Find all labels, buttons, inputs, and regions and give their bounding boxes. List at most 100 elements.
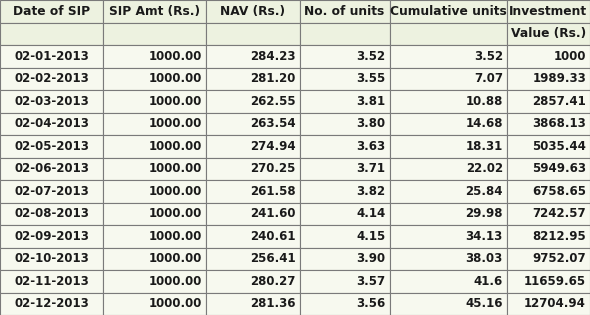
Text: 12704.94: 12704.94 bbox=[524, 297, 586, 310]
Bar bbox=[507, 45, 590, 67]
Bar bbox=[0, 0, 103, 22]
Text: 284.23: 284.23 bbox=[250, 50, 296, 63]
Text: 3.63: 3.63 bbox=[356, 140, 386, 153]
Bar bbox=[206, 0, 300, 22]
Bar bbox=[103, 135, 206, 158]
Text: 9752.07: 9752.07 bbox=[532, 252, 586, 265]
Text: 1000.00: 1000.00 bbox=[149, 275, 202, 288]
Bar bbox=[0, 45, 103, 67]
Text: 02-10-2013: 02-10-2013 bbox=[14, 252, 89, 265]
Bar bbox=[507, 225, 590, 248]
Text: 02-01-2013: 02-01-2013 bbox=[14, 50, 89, 63]
Text: 1000.00: 1000.00 bbox=[149, 72, 202, 85]
Text: 02-06-2013: 02-06-2013 bbox=[14, 162, 89, 175]
Bar bbox=[206, 270, 300, 293]
Text: 02-09-2013: 02-09-2013 bbox=[14, 230, 89, 243]
Text: 270.25: 270.25 bbox=[250, 162, 296, 175]
Text: 1000.00: 1000.00 bbox=[149, 185, 202, 198]
Text: 5949.63: 5949.63 bbox=[532, 162, 586, 175]
Bar bbox=[103, 158, 206, 180]
Bar bbox=[507, 158, 590, 180]
Text: 1989.33: 1989.33 bbox=[532, 72, 586, 85]
Bar bbox=[389, 22, 507, 45]
Text: 5035.44: 5035.44 bbox=[532, 140, 586, 153]
Text: 281.36: 281.36 bbox=[250, 297, 296, 310]
Text: 1000.00: 1000.00 bbox=[149, 207, 202, 220]
Bar bbox=[300, 203, 389, 225]
Bar bbox=[0, 248, 103, 270]
Bar bbox=[0, 203, 103, 225]
Bar bbox=[0, 22, 103, 45]
Text: 41.6: 41.6 bbox=[474, 275, 503, 288]
Text: 02-11-2013: 02-11-2013 bbox=[14, 275, 89, 288]
Bar bbox=[103, 225, 206, 248]
Text: 281.20: 281.20 bbox=[250, 72, 296, 85]
Bar bbox=[206, 135, 300, 158]
Bar bbox=[507, 293, 590, 315]
Text: No. of units: No. of units bbox=[304, 5, 385, 18]
Bar bbox=[389, 270, 507, 293]
Bar bbox=[0, 225, 103, 248]
Bar bbox=[389, 203, 507, 225]
Text: 263.54: 263.54 bbox=[250, 117, 296, 130]
Bar bbox=[206, 180, 300, 203]
Text: 241.60: 241.60 bbox=[250, 207, 296, 220]
Bar bbox=[300, 22, 389, 45]
Text: 38.03: 38.03 bbox=[466, 252, 503, 265]
Bar bbox=[103, 0, 206, 22]
Bar bbox=[507, 112, 590, 135]
Bar bbox=[507, 248, 590, 270]
Text: 1000.00: 1000.00 bbox=[149, 252, 202, 265]
Text: 02-08-2013: 02-08-2013 bbox=[14, 207, 89, 220]
Text: 02-03-2013: 02-03-2013 bbox=[14, 95, 89, 108]
Text: 3.55: 3.55 bbox=[356, 72, 386, 85]
Bar bbox=[389, 135, 507, 158]
Bar bbox=[206, 90, 300, 112]
Text: 3.90: 3.90 bbox=[356, 252, 386, 265]
Bar bbox=[389, 180, 507, 203]
Bar bbox=[103, 270, 206, 293]
Bar bbox=[300, 225, 389, 248]
Text: 1000.00: 1000.00 bbox=[149, 162, 202, 175]
Bar bbox=[103, 45, 206, 67]
Bar bbox=[103, 180, 206, 203]
Text: 1000.00: 1000.00 bbox=[149, 230, 202, 243]
Text: 1000.00: 1000.00 bbox=[149, 50, 202, 63]
Bar bbox=[300, 135, 389, 158]
Bar bbox=[206, 45, 300, 67]
Bar bbox=[103, 90, 206, 112]
Bar bbox=[103, 112, 206, 135]
Text: 02-12-2013: 02-12-2013 bbox=[14, 297, 89, 310]
Text: 3.81: 3.81 bbox=[356, 95, 386, 108]
Bar bbox=[0, 112, 103, 135]
Text: 34.13: 34.13 bbox=[466, 230, 503, 243]
Bar bbox=[389, 90, 507, 112]
Bar bbox=[507, 22, 590, 45]
Text: 6758.65: 6758.65 bbox=[532, 185, 586, 198]
Text: 4.14: 4.14 bbox=[356, 207, 386, 220]
Bar bbox=[389, 0, 507, 22]
Text: 3.57: 3.57 bbox=[356, 275, 386, 288]
Bar bbox=[389, 45, 507, 67]
Text: 3.52: 3.52 bbox=[474, 50, 503, 63]
Text: Investment: Investment bbox=[509, 5, 588, 18]
Text: 1000.00: 1000.00 bbox=[149, 297, 202, 310]
Text: 1000.00: 1000.00 bbox=[149, 140, 202, 153]
Bar bbox=[300, 158, 389, 180]
Text: SIP Amt (Rs.): SIP Amt (Rs.) bbox=[109, 5, 200, 18]
Bar bbox=[300, 293, 389, 315]
Bar bbox=[206, 112, 300, 135]
Bar bbox=[507, 67, 590, 90]
Bar bbox=[0, 158, 103, 180]
Text: 11659.65: 11659.65 bbox=[524, 275, 586, 288]
Bar bbox=[300, 112, 389, 135]
Text: 261.58: 261.58 bbox=[250, 185, 296, 198]
Bar bbox=[206, 203, 300, 225]
Text: 29.98: 29.98 bbox=[466, 207, 503, 220]
Bar bbox=[0, 135, 103, 158]
Bar bbox=[0, 67, 103, 90]
Bar bbox=[300, 0, 389, 22]
Text: 02-05-2013: 02-05-2013 bbox=[14, 140, 89, 153]
Bar bbox=[300, 90, 389, 112]
Bar bbox=[389, 225, 507, 248]
